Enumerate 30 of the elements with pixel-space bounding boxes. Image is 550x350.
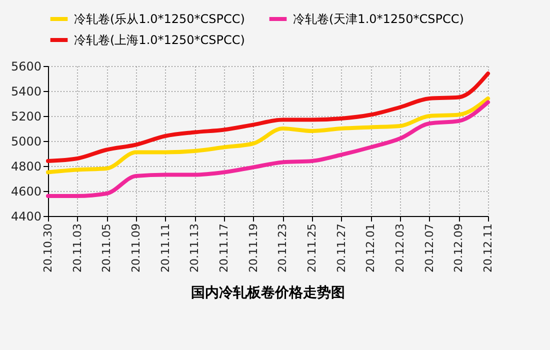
x-tick-label: 20.12.03 [394,224,406,272]
x-tick-label: 20.11.23 [276,224,290,272]
y-tick-label: 4400 [10,210,42,224]
line-series [46,96,490,174]
y-tick-label: 5200 [10,110,42,124]
x-tick-label: 20.11.25 [306,224,318,272]
legend-label: 冷轧卷(乐从1.0*1250*CSPCC) [74,12,245,26]
y-tick-label: 5400 [10,84,42,98]
x-tick-label: 20.11.03 [70,224,84,272]
legend-label: 冷轧卷(上海1.0*1250*CSPCC) [74,33,245,47]
line-series [46,72,490,163]
x-tick-label: 20.10.30 [42,224,54,272]
line-series [46,100,490,198]
x-tick-label: 20.11.19 [246,224,260,272]
y-tick-label: 4600 [10,184,42,198]
y-tick-label: 5600 [10,60,42,74]
x-tick-label: 20.11.09 [130,224,142,272]
y-tick-label: 5000 [10,134,42,148]
legend-label: 冷轧卷(天津1.0*1250*CSPCC) [293,12,464,26]
x-tick-label: 20.12.11 [482,224,494,272]
x-tick-label: 20.11.11 [158,224,172,272]
x-tick-label: 20.11.17 [218,224,230,272]
text: 国内冷轧板卷价格走势图 [191,284,345,301]
x-tick-label: 20.11.27 [334,224,348,272]
y-tick-label: 4800 [10,160,42,174]
x-tick-label: 20.12.01 [364,224,378,272]
x-tick-label: 20.11.13 [188,224,202,272]
x-tick-label: 20.11.05 [100,224,114,272]
x-tick-label: 20.12.07 [422,224,436,272]
x-tick-label: 20.12.09 [452,224,466,272]
